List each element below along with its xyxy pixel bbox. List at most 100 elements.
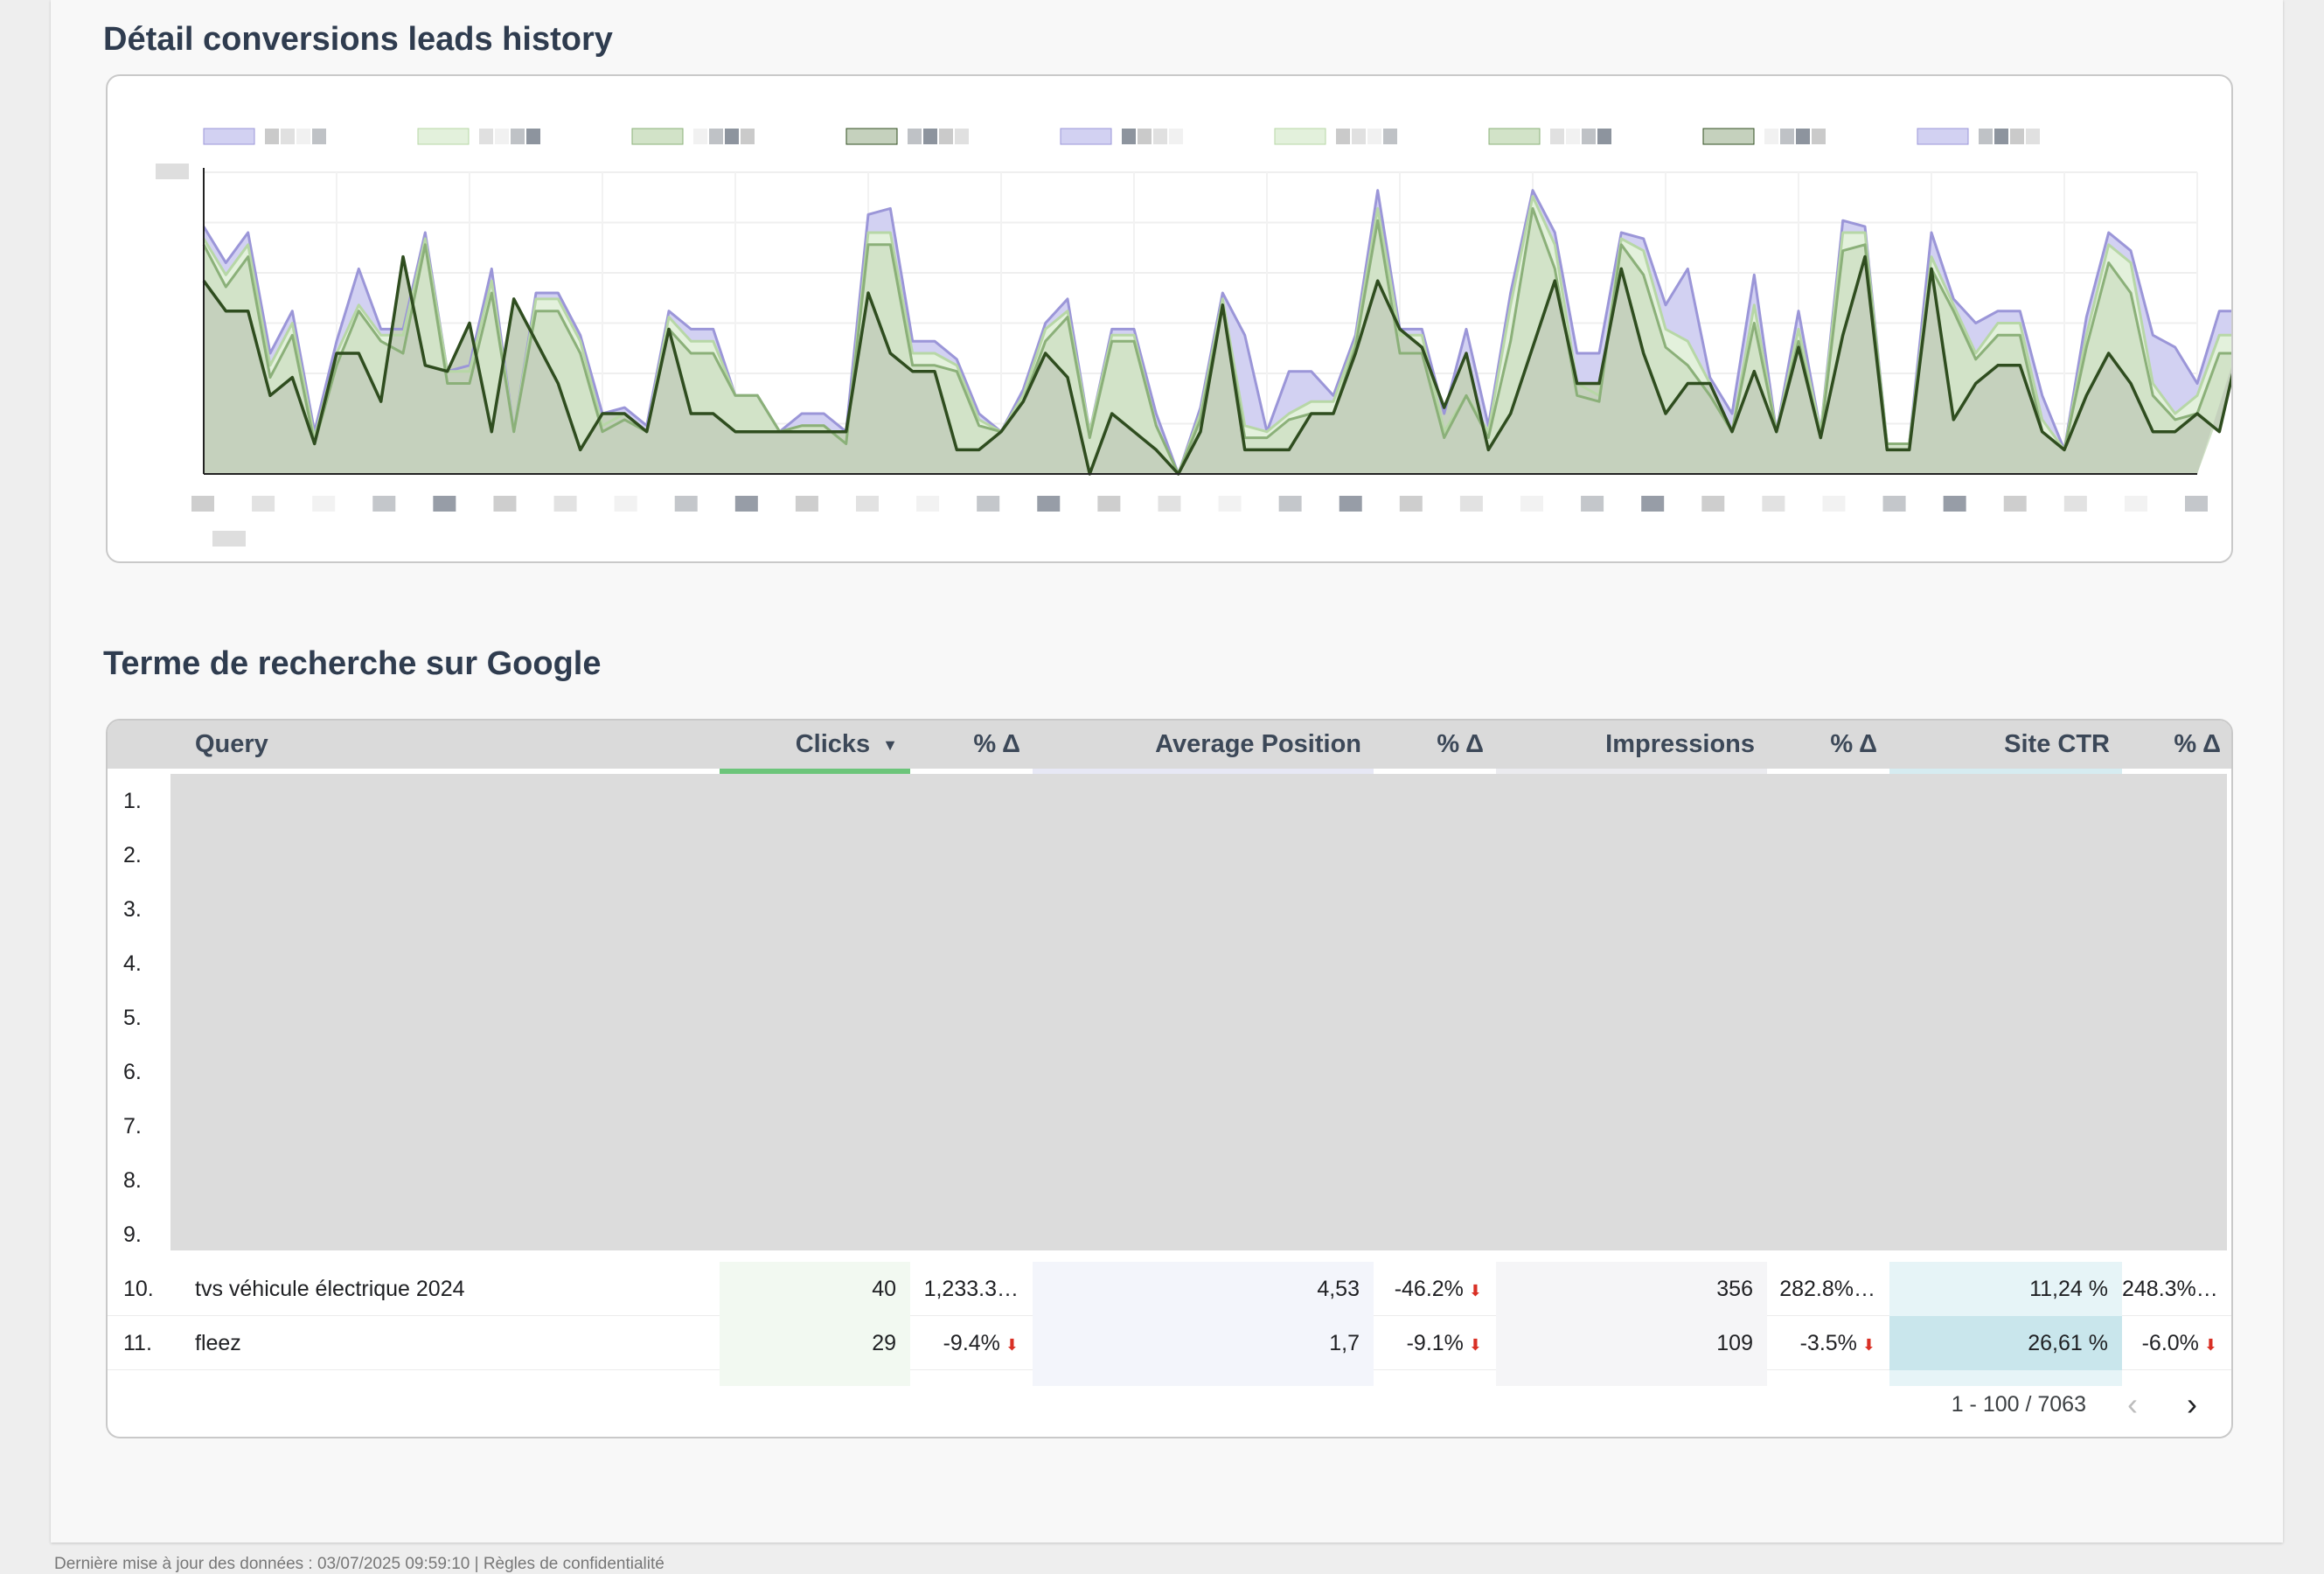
impressions-delta-cell-value: 282.8%…	[1779, 1277, 1875, 1301]
x-axis-label-obscured	[1037, 496, 1061, 512]
header-average-position-delta[interactable]: % Δ	[1437, 730, 1484, 758]
table-row[interactable]: 12. tesla lld pro 28 40.0%⬆ 5,53 -1.0%⬇ 402 16.…	[108, 1370, 2231, 1386]
conversions-chart-card[interactable]	[106, 74, 2233, 563]
average-position-delta-cell: -9.1% ⬇	[1374, 1316, 1496, 1370]
site-ctr-cell: 11,24 %	[1889, 1262, 2122, 1316]
legend-label-obscured	[1169, 129, 1183, 144]
average-position-delta-cell-value: -1.0%	[1407, 1385, 1464, 1386]
row-number: 3.	[123, 897, 142, 922]
legend-label-obscured	[2010, 129, 2024, 144]
site-ctr-delta-cell-value: 248.3%…	[2122, 1277, 2218, 1301]
site-ctr-cell-value: 5,60 %	[2040, 1385, 2108, 1386]
legend-label-obscured	[526, 129, 540, 144]
conversions-area-chart	[156, 128, 2231, 547]
table-row-redacted: 3.	[108, 882, 2231, 937]
table-row-redacted: 5.	[108, 991, 2231, 1045]
x-axis-label-obscured	[1097, 496, 1121, 512]
x-axis-label-obscured	[252, 496, 275, 512]
legend-label-obscured	[1352, 129, 1366, 144]
y-axis-label-obscured	[212, 531, 246, 547]
arrow-down-icon: ⬇	[1468, 1336, 1482, 1354]
impressions-cell-value: 356	[1716, 1277, 1753, 1301]
x-axis-label-obscured	[2124, 496, 2147, 512]
table-row-redacted: 6.	[108, 1045, 2231, 1099]
header-site-ctr-delta[interactable]: % Δ	[2174, 730, 2221, 758]
legend-swatch	[845, 128, 898, 145]
legend-label-obscured	[1764, 129, 1778, 144]
legend-swatch	[1488, 128, 1541, 145]
table-row-redacted: 4.	[108, 937, 2231, 991]
sort-descending-icon: ▼	[882, 735, 898, 754]
x-axis-label-obscured	[1459, 496, 1483, 512]
legend-label-obscured	[296, 129, 310, 144]
header-impressions-delta[interactable]: % Δ	[1830, 730, 1877, 758]
x-axis-label-obscured	[1581, 496, 1604, 512]
x-axis-label-obscured	[795, 496, 818, 512]
x-axis-label-obscured	[1520, 496, 1543, 512]
row-number-value: 11.	[123, 1331, 152, 1355]
x-axis-label-obscured	[614, 496, 637, 512]
legend-label-obscured	[1780, 129, 1794, 144]
x-axis-label-obscured	[2063, 496, 2087, 512]
series-line-3	[202, 254, 2231, 476]
impressions-delta-cell-value: 16.9%	[1795, 1385, 1857, 1386]
arrow-down-icon: ⬇	[1468, 1282, 1482, 1299]
average-position-cell-value: 5,53	[1317, 1385, 1360, 1386]
row-number: 4.	[123, 951, 142, 976]
legend-label-obscured	[1566, 129, 1580, 144]
legend-label-obscured	[479, 129, 493, 144]
site-ctr-cell-value: 26,61 %	[2028, 1331, 2108, 1355]
header-site-ctr[interactable]: Site CTR	[2004, 730, 2110, 758]
query-cell-value: tesla lld pro	[195, 1385, 307, 1386]
x-axis-label-obscured	[1701, 496, 1725, 512]
row-number: 1.	[123, 789, 142, 813]
header-query[interactable]: Query	[195, 730, 268, 758]
average-position-cell: 1,7	[1033, 1316, 1374, 1370]
row-number: 9.	[123, 1222, 142, 1247]
chevron-right-icon[interactable]: ›	[2187, 1386, 2197, 1422]
header-impressions[interactable]: Impressions	[1605, 730, 1755, 758]
query-cell: fleez	[195, 1316, 720, 1370]
legend-swatch	[417, 128, 470, 145]
average-position-cell-value: 4,53	[1317, 1277, 1360, 1301]
table-row[interactable]: 10. tvs véhicule électrique 2024 40 1,233.3…	[108, 1262, 2231, 1316]
x-axis-label-obscured	[553, 496, 577, 512]
legend-label-obscured	[1597, 129, 1611, 144]
site-ctr-cell: 5,60 %	[1889, 1370, 2122, 1386]
header-clicks-delta[interactable]: % Δ	[973, 730, 1020, 758]
query-cell: tesla lld pro	[195, 1370, 720, 1386]
clicks-cell-value: 40	[872, 1277, 896, 1301]
row-number: 12.	[108, 1370, 186, 1386]
legend-swatch	[1917, 128, 1969, 145]
legend-label-obscured	[1138, 129, 1152, 144]
clicks-cell: 40	[720, 1262, 910, 1316]
site-ctr-delta-cell-value: -6.0%	[2141, 1331, 2199, 1355]
site-ctr-delta-cell-value: 68.5%	[2137, 1385, 2199, 1386]
x-axis-label-obscured	[2003, 496, 2027, 512]
x-axis-label-obscured	[191, 496, 214, 512]
average-position-delta-cell: -46.2% ⬇	[1374, 1262, 1496, 1316]
arrow-down-icon: ⬇	[1861, 1336, 1875, 1354]
table-section-title: Terme de recherche sur Google	[103, 645, 602, 682]
x-axis-label-obscured	[1882, 496, 1906, 512]
legend-label-obscured	[1336, 129, 1350, 144]
clicks-delta-cell-value: -9.4%	[943, 1331, 1000, 1355]
legend-label-obscured	[312, 129, 326, 144]
query-cell: tvs véhicule électrique 2024	[195, 1262, 720, 1316]
site-ctr-column-bar	[1889, 769, 2122, 774]
legend-label-obscured	[2026, 129, 2040, 144]
chevron-left-icon[interactable]: ‹	[2127, 1386, 2138, 1422]
table-row[interactable]: 11. fleez 29 -9.4% ⬇ 1,7 -9.1% ⬇ 109 -3.5% ⬇ 26,61 …	[108, 1316, 2231, 1370]
x-axis-label-obscured	[1278, 496, 1302, 512]
header-clicks[interactable]: Clicks ▼	[720, 721, 910, 769]
arrow-down-icon: ⬇	[1005, 1336, 1019, 1354]
x-axis-label-obscured	[1943, 496, 1966, 512]
legend-label-obscured	[1582, 129, 1596, 144]
x-axis-label-obscured	[2185, 496, 2208, 512]
header-clicks-label: Clicks	[795, 730, 871, 758]
header-average-position[interactable]: Average Position	[1155, 730, 1361, 758]
x-axis-label-obscured	[916, 496, 940, 512]
legend-label-obscured	[939, 129, 953, 144]
row-number-value: 12.	[123, 1385, 154, 1386]
y-axis-label-obscured	[156, 164, 189, 179]
